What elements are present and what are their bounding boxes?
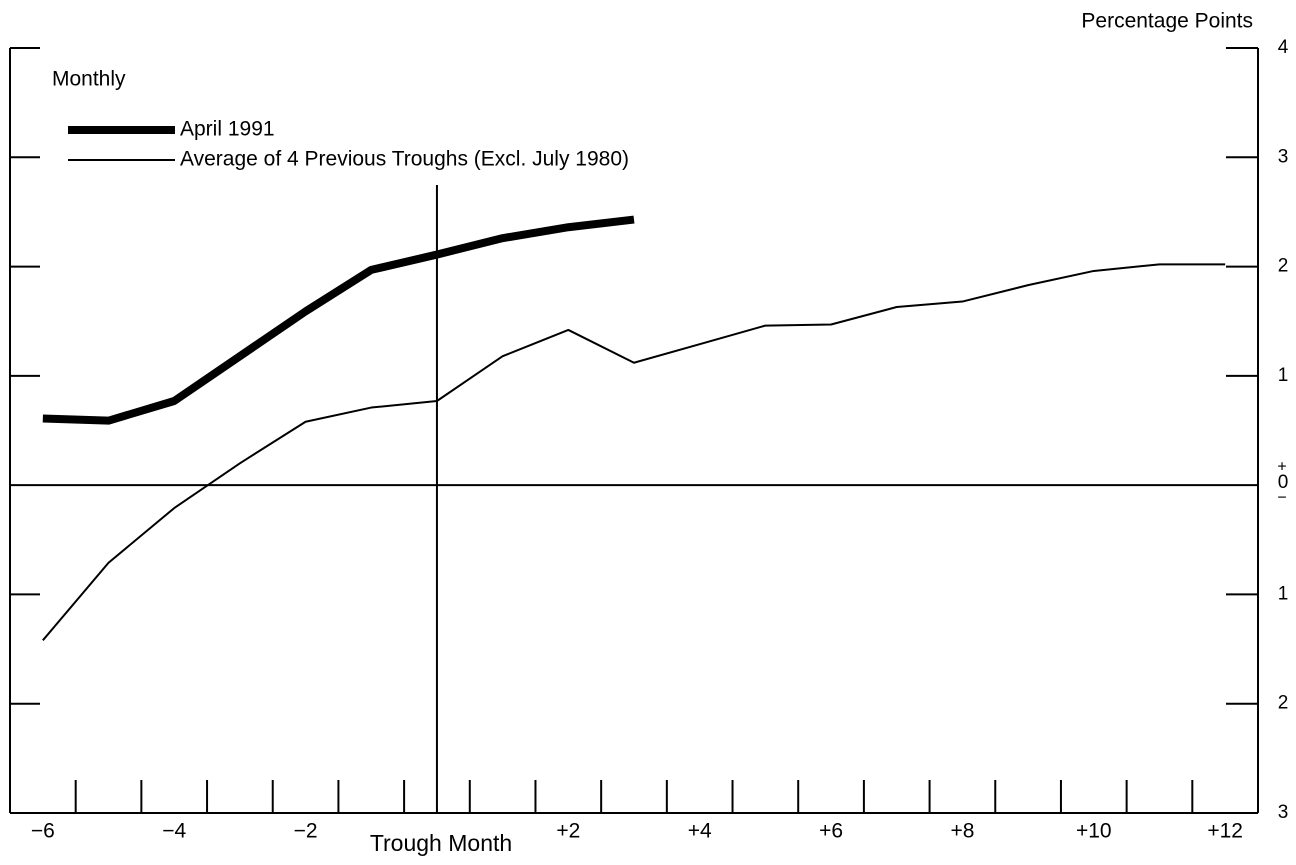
x-tick-label: +10 <box>1076 820 1112 843</box>
x-tick-label: −4 <box>162 820 186 843</box>
zero-sign: + <box>1277 458 1286 475</box>
x-tick-label: +6 <box>819 820 843 843</box>
legend-label: Average of 4 Previous Troughs (Excl. Jul… <box>180 148 629 171</box>
y-axis-label: Percentage Points <box>1081 10 1253 33</box>
zero-sign: − <box>1277 489 1286 506</box>
y-tick-label: 2 <box>1278 256 1289 277</box>
x-tick-label: +12 <box>1207 820 1243 843</box>
x-tick-label: +2 <box>556 820 580 843</box>
series-line <box>42 263 1226 641</box>
x-tick-label: −2 <box>294 820 318 843</box>
y-tick-label: 2 <box>1278 693 1289 714</box>
x-axis-label: Trough Month <box>370 830 512 856</box>
series-line <box>42 215 635 425</box>
legend-label: April 1991 <box>180 118 275 141</box>
y-tick-label: 1 <box>1278 583 1289 604</box>
y-tick-label: 0 <box>1278 472 1289 493</box>
x-tick-label: +8 <box>950 820 974 843</box>
y-tick-label: 4 <box>1278 37 1289 58</box>
y-tick-label: 1 <box>1278 365 1289 386</box>
x-tick-label: +4 <box>688 820 712 843</box>
x-tick-label: −6 <box>31 820 55 843</box>
y-tick-label: 3 <box>1278 146 1289 167</box>
y-tick-label: 3 <box>1278 802 1289 823</box>
subtitle: Monthly <box>52 68 126 91</box>
